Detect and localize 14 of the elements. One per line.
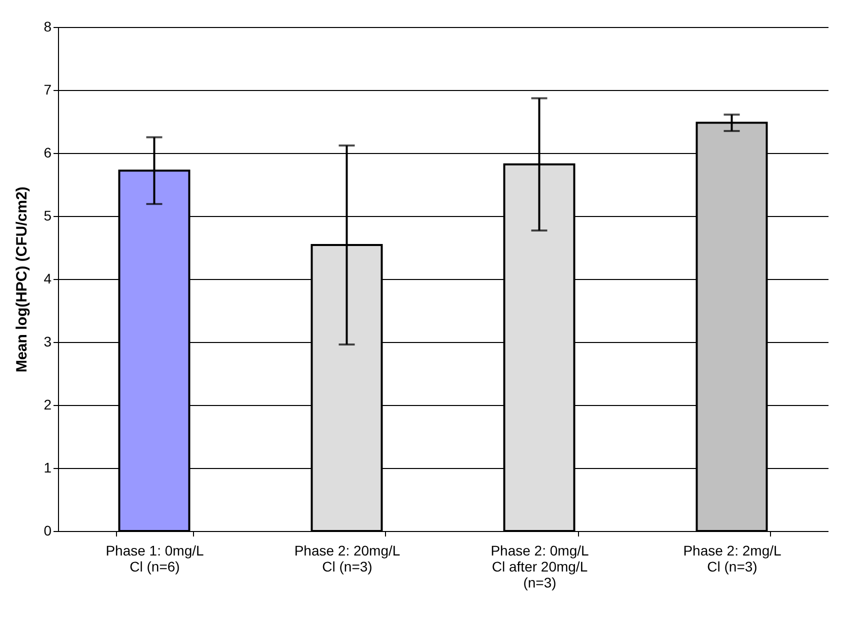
y-axis-title: Mean log(HPC) (CFU/cm2) (14, 186, 31, 372)
x-tick-label: Phase 2: 2mg/L Cl (n=3) (683, 542, 782, 574)
y-tick-label: 1 (44, 460, 52, 476)
y-tick-label: 6 (44, 144, 52, 160)
y-tick-label: 4 (44, 270, 52, 286)
y-tick-label: 5 (44, 208, 52, 224)
y-tick-label: 0 (44, 522, 52, 538)
y-tick-label: 8 (44, 18, 52, 34)
x-tick-label: Phase 2: 20mg/L Cl (n=3) (294, 542, 400, 574)
y-tick-label: 7 (44, 82, 52, 98)
y-tick-label: 3 (44, 334, 52, 350)
x-tick-label: Phase 2: 0mg/L Cl after 20mg/L (n=3) (490, 542, 589, 590)
y-tick-label: 2 (44, 396, 52, 412)
x-tick-label: Phase 1: 0mg/L Cl (n=6) (106, 542, 204, 574)
